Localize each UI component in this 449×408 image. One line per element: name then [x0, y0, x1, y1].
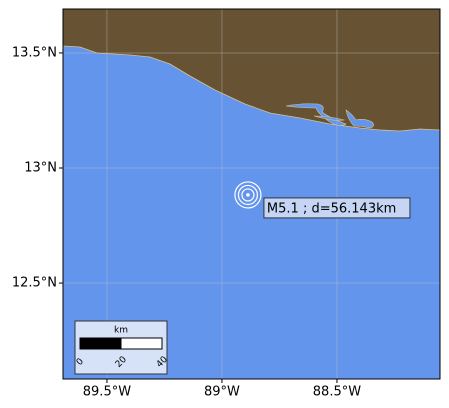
y-tick-label: 13.5°N — [12, 45, 57, 60]
epicenter-group: M5.1 ; d=56.143km — [234, 181, 411, 219]
ticks: 89.5°W 89°W 88.5°W 13.5°N 13°N 12.5°N — [12, 45, 361, 399]
y-tick-label: 13°N — [24, 160, 57, 175]
x-tick-label: 88.5°W — [313, 385, 361, 400]
x-tick-label: 89°W — [204, 385, 240, 400]
epicenter — [246, 193, 250, 197]
y-tick-label: 12.5°N — [12, 276, 57, 291]
annotation-box — [263, 197, 411, 219]
map-area: M5.1 ; d=56.143km — [63, 9, 440, 379]
map-frame — [62, 8, 441, 380]
x-tick-label: 89.5°W — [83, 385, 131, 400]
scale-bar: km 0 20 40 — [74, 320, 170, 375]
scale-unit: km — [114, 326, 128, 336]
annotation: M5.1 ; d=56.143km — [267, 201, 396, 216]
epicenter-ring — [241, 188, 255, 202]
lagoon — [285, 103, 347, 126]
epicenter-ring — [234, 181, 262, 209]
lagoon — [345, 109, 374, 129]
lagoon — [313, 115, 346, 121]
scale-segment — [120, 337, 163, 350]
land — [63, 9, 440, 132]
graticule — [63, 9, 440, 379]
scale-segment — [79, 337, 122, 350]
epicenter-ring — [237, 184, 259, 206]
scale-label: 0 — [75, 357, 86, 368]
